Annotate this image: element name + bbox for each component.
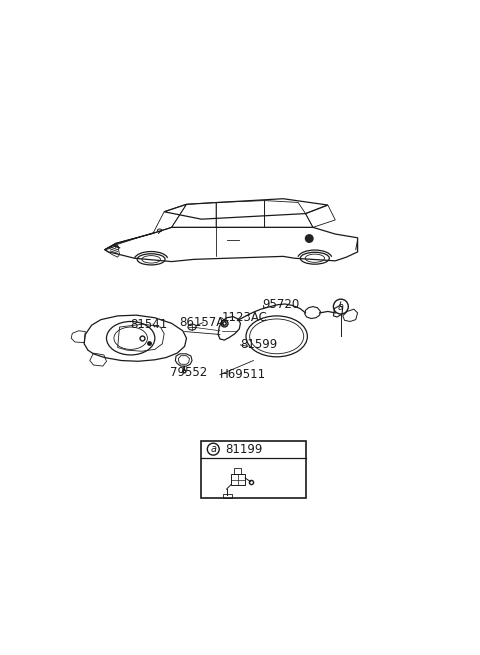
Text: H69511: H69511: [220, 368, 266, 381]
Bar: [202, 441, 306, 498]
Text: 79552: 79552: [170, 366, 207, 379]
Text: 86157A: 86157A: [179, 316, 224, 329]
Text: 81199: 81199: [225, 443, 262, 456]
Text: a: a: [338, 301, 344, 312]
Text: 95720: 95720: [263, 298, 300, 311]
Text: 81541: 81541: [131, 318, 168, 331]
Text: 1123AC: 1123AC: [222, 311, 268, 324]
Bar: [234, 468, 241, 474]
Circle shape: [305, 234, 314, 243]
Text: 81599: 81599: [240, 339, 277, 352]
Bar: [231, 474, 245, 485]
Bar: [223, 494, 232, 498]
Text: a: a: [210, 444, 216, 454]
